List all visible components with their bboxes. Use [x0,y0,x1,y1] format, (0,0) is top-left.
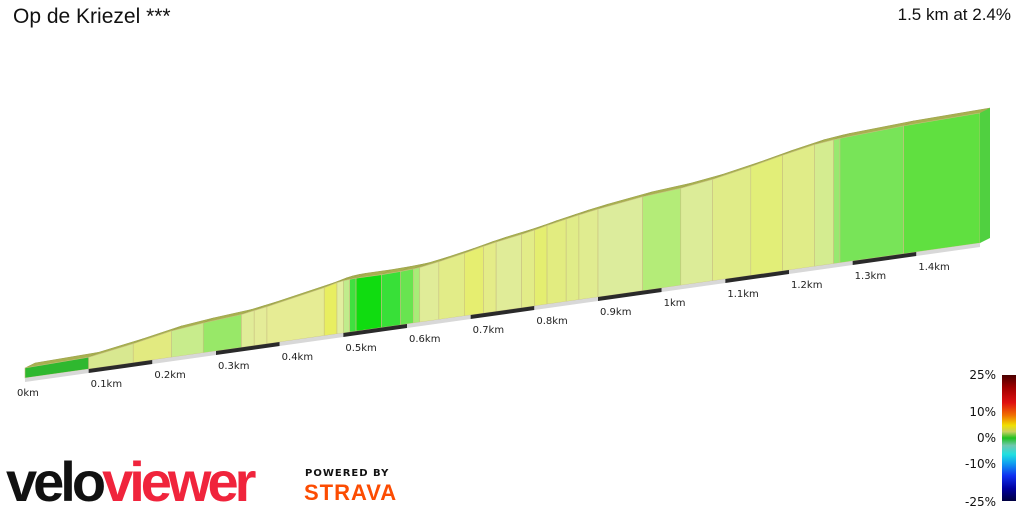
distance-tick-label: 0.6km [409,334,440,345]
distance-scale-bar [725,270,789,283]
distance-scale-bar [88,360,153,373]
profile-segment[interactable] [241,310,255,348]
profile-segment[interactable] [463,245,484,317]
distance-tick-label: 1.3km [855,271,886,282]
segment-summary: 1.5 km at 2.4% [897,5,1011,24]
distance-scale-bar [916,243,980,256]
profile-segment[interactable] [565,214,580,302]
distance-tick-label: 0.7km [473,325,504,336]
profile-segment[interactable] [521,229,535,309]
profile-segment[interactable] [349,277,357,333]
profile-segment[interactable] [597,196,643,298]
distance-scale-bar [25,369,89,382]
legend-label-0: 0% [976,431,996,445]
legend-label-max: 25% [969,368,996,382]
distance-tick-label: 0.4km [282,352,313,363]
logo-velo: velo [6,450,106,513]
distance-tick-label: 1km [664,298,686,309]
veloviewer-logo[interactable]: veloviewer [6,450,256,513]
profile-segment[interactable] [642,187,682,292]
distance-scale-bar [598,288,662,301]
profile-segment[interactable] [323,282,338,337]
distance-tick-label: 0.5km [345,343,376,354]
distance-scale-bar [789,261,853,274]
distance-tick-label: 1.4km [918,262,949,273]
profile-segment[interactable] [381,271,401,328]
profile-segment[interactable] [750,154,783,276]
strava-logo[interactable]: STRAVA [304,480,398,505]
legend-label-min: -25% [964,495,996,509]
profile-end-cap [980,108,990,243]
distance-scale-bar [852,252,917,265]
distance-scale-bar [534,297,598,310]
distance-tick-label: 1.2km [791,280,822,291]
distance-tick-label: 0.8km [536,316,567,327]
profile-segment[interactable] [438,252,465,320]
profile-segment[interactable] [413,267,421,324]
profile-segment[interactable] [336,280,344,335]
logo-viewer: viewer [102,450,256,513]
profile-segment[interactable] [903,112,981,255]
distance-tick-label: 0.9km [600,307,631,318]
profile-segment[interactable] [839,125,904,264]
profile-segments [24,107,991,379]
profile-segment[interactable] [680,178,713,286]
distance-tick-label: 0.2km [154,370,185,381]
distance-tick-label: 1.1km [727,289,758,300]
legend-label-10: 10% [969,405,996,419]
distance-scale-bar [216,342,280,355]
profile-segment[interactable] [343,278,351,334]
distance-scale-bar [470,306,535,319]
segment-title: Op de Kriezel *** [13,5,171,28]
distance-scale-bar [661,279,726,292]
legend-label-neg10: -10% [964,457,996,471]
profile-segment[interactable] [833,137,841,265]
profile-segment[interactable] [495,233,522,312]
distance-axis: 0km 0.1km 0.2km 0.3km 0.4km 0.5km 0.6km 0.7km 0.… [17,243,980,399]
profile-segment[interactable] [400,268,414,326]
profile-segment[interactable] [355,274,382,332]
distance-scale-bar [407,315,471,328]
distance-tick-label: 0.1km [91,379,122,390]
distance-tick-label: 0.3km [218,361,249,372]
profile-segment[interactable] [419,261,440,323]
profile-segment[interactable] [253,306,268,346]
profile-segment[interactable] [578,208,599,301]
profile-segment[interactable] [782,144,815,272]
distance-scale-bar [279,333,344,346]
profile-segment[interactable] [814,139,834,267]
powered-by-label: POWERED BY [305,468,390,479]
profile-segment[interactable] [546,218,567,305]
profile-segment[interactable] [483,241,497,314]
distance-tick-label: 0km [17,388,39,399]
gradient-color-scale [1002,375,1016,501]
profile-segment[interactable] [712,166,752,282]
distance-scale-bar [343,324,407,337]
distance-scale-bar [152,351,216,364]
profile-segment[interactable] [534,225,548,307]
